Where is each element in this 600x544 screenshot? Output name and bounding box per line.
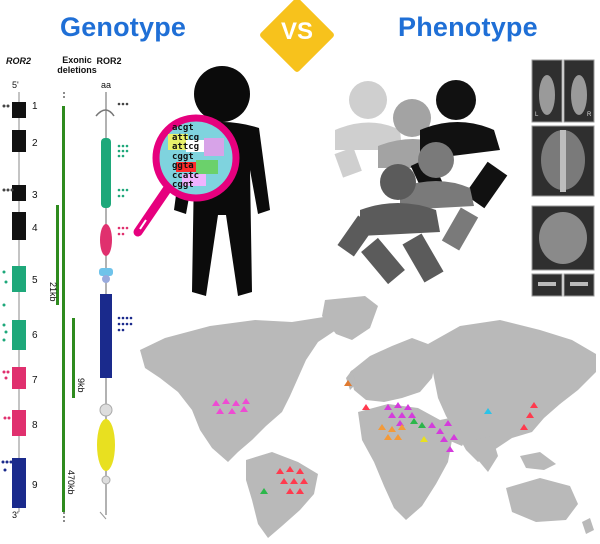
marker-cyan [484, 408, 492, 414]
dna-row: ggta [172, 161, 194, 171]
domain-ser-thr [97, 419, 115, 471]
markers-turkey [384, 402, 416, 426]
domain-ig [101, 138, 111, 208]
marker-green-sa [260, 488, 268, 494]
exon-2 [12, 130, 26, 152]
continent-greenland [322, 296, 378, 340]
continent-africa [358, 404, 452, 520]
dna-row: attcg [172, 132, 200, 143]
exon-9 [12, 458, 26, 508]
gene-structure [1, 92, 26, 512]
phenotype-title: Phenotype [398, 12, 538, 42]
dna-row: cggt [172, 151, 194, 162]
deletion-size-label: 21kb [48, 282, 58, 302]
xray-left-label: L [535, 112, 539, 118]
three-prime-label: 3' [12, 510, 19, 520]
exon-number: 5 [32, 275, 38, 286]
exon-number: 6 [32, 330, 38, 341]
exon-7 [12, 367, 26, 389]
markers-north-america [212, 398, 250, 414]
markers-south-america [276, 466, 308, 494]
patient-markers [212, 380, 538, 494]
continent-north-america [140, 316, 336, 462]
deletion-bar-470kb [62, 106, 65, 512]
continent-europe [350, 338, 436, 402]
dna-row: ccatc [172, 170, 200, 181]
exonic-deletions [56, 92, 75, 522]
exon-number: 8 [32, 420, 38, 431]
dna-row: acgt [172, 123, 194, 133]
vs-label: VS [280, 18, 313, 45]
continent-asia [428, 320, 596, 462]
domain-kinase [100, 294, 112, 378]
world-map [140, 296, 596, 538]
marker-orange-europe [344, 380, 352, 386]
protein-label: ROR2 [96, 56, 122, 66]
exon-number: 9 [32, 480, 38, 491]
marker-yellow [420, 436, 428, 442]
deletion-bar-9kb [72, 318, 75, 398]
family-silhouettes [334, 80, 508, 285]
domain-frizzled [100, 224, 112, 256]
gene-label: ROR2 [6, 56, 32, 66]
exon-1 [12, 102, 26, 118]
deletions-label: Exonic deletions [57, 55, 97, 75]
genotype-title: Genotype [60, 12, 187, 42]
five-prime-label: 5' [12, 80, 19, 90]
deletion-size-label: 9kb [76, 378, 86, 393]
exon-number: 4 [32, 223, 38, 234]
xray-images [531, 59, 595, 297]
dna-row: cggt [172, 180, 194, 190]
exon-number: 1 [32, 101, 38, 112]
markers-east-asia [520, 402, 538, 430]
continent-south-america [246, 452, 318, 538]
exon-6 [12, 320, 26, 350]
markers-middle-east [378, 424, 406, 440]
exon-4 [12, 212, 26, 240]
exon-8 [12, 410, 26, 436]
protein-domains [95, 92, 133, 520]
exon-5 [12, 266, 26, 292]
deletion-size-label: 470kb [66, 470, 76, 495]
exon-number: 3 [32, 190, 38, 201]
xray-right-label: R [587, 112, 592, 118]
dna-sequence: acgt attcg attcg cggt ggta ccatc cggt [172, 123, 222, 191]
continent-australia [506, 478, 578, 522]
markers-india [428, 420, 458, 452]
exon-number: 2 [32, 138, 38, 149]
dna-row: attcg [172, 142, 200, 152]
deletion-bar-21kb [56, 205, 59, 305]
exon-number: 7 [32, 375, 38, 386]
exon-3 [12, 185, 26, 201]
aa-label: aa [101, 80, 112, 90]
magnifier [133, 114, 240, 237]
